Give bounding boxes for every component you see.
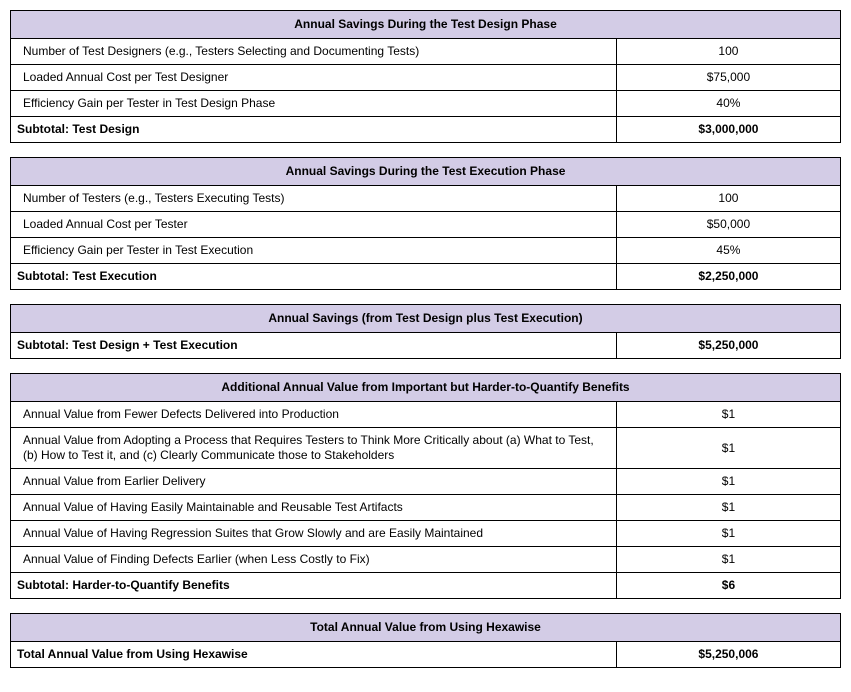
row-label: Number of Test Designers (e.g., Testers …: [11, 39, 617, 65]
table-row: Efficiency Gain per Tester in Test Desig…: [11, 91, 841, 117]
row-label: Efficiency Gain per Tester in Test Desig…: [11, 91, 617, 117]
table-row: Number of Testers (e.g., Testers Executi…: [11, 186, 841, 212]
table-row: Annual Value of Finding Defects Earlier …: [11, 547, 841, 573]
row-label: Annual Value of Finding Defects Earlier …: [11, 547, 617, 573]
subtotal-value: $5,250,000: [616, 333, 840, 359]
table-row: Annual Value of Having Regression Suites…: [11, 521, 841, 547]
subtotal-row: Subtotal: Test Design $3,000,000: [11, 117, 841, 143]
subtotal-value: $6: [616, 573, 840, 599]
table-row: Number of Test Designers (e.g., Testers …: [11, 39, 841, 65]
table-row: Annual Value from Earlier Delivery $1: [11, 469, 841, 495]
row-value: $1: [616, 547, 840, 573]
subtotal-row: Subtotal: Test Execution $2,250,000: [11, 264, 841, 290]
row-value: 45%: [616, 238, 840, 264]
row-value: 100: [616, 39, 840, 65]
row-value: $1: [616, 428, 840, 469]
row-label: Annual Value from Earlier Delivery: [11, 469, 617, 495]
table-test-execution: Annual Savings During the Test Execution…: [10, 157, 841, 290]
row-value: $1: [616, 469, 840, 495]
row-label: Loaded Annual Cost per Test Designer: [11, 65, 617, 91]
table-row: Annual Value from Adopting a Process tha…: [11, 428, 841, 469]
table-row: Annual Value of Having Easily Maintainab…: [11, 495, 841, 521]
table-harder-to-quantify: Additional Annual Value from Important b…: [10, 373, 841, 599]
subtotal-label: Subtotal: Harder-to-Quantify Benefits: [11, 573, 617, 599]
section-header: Annual Savings During the Test Design Ph…: [11, 11, 841, 39]
row-value: 100: [616, 186, 840, 212]
section-header: Additional Annual Value from Important b…: [11, 374, 841, 402]
table-total-value: Total Annual Value from Using Hexawise T…: [10, 613, 841, 668]
row-label: Number of Testers (e.g., Testers Executi…: [11, 186, 617, 212]
subtotal-label: Subtotal: Test Design: [11, 117, 617, 143]
row-value: $50,000: [616, 212, 840, 238]
subtotal-value: $5,250,006: [616, 642, 840, 668]
section-header: Annual Savings During the Test Execution…: [11, 158, 841, 186]
table-row: Efficiency Gain per Tester in Test Execu…: [11, 238, 841, 264]
row-label: Annual Value from Adopting a Process tha…: [11, 428, 617, 469]
subtotal-row: Subtotal: Harder-to-Quantify Benefits $6: [11, 573, 841, 599]
row-value: $1: [616, 402, 840, 428]
subtotal-label: Subtotal: Test Execution: [11, 264, 617, 290]
row-value: 40%: [616, 91, 840, 117]
row-value: $1: [616, 495, 840, 521]
row-value: $1: [616, 521, 840, 547]
row-label: Efficiency Gain per Tester in Test Execu…: [11, 238, 617, 264]
row-label: Annual Value from Fewer Defects Delivere…: [11, 402, 617, 428]
section-header: Total Annual Value from Using Hexawise: [11, 614, 841, 642]
row-label: Loaded Annual Cost per Tester: [11, 212, 617, 238]
subtotal-label: Subtotal: Test Design + Test Execution: [11, 333, 617, 359]
subtotal-row: Subtotal: Test Design + Test Execution $…: [11, 333, 841, 359]
row-label: Annual Value of Having Regression Suites…: [11, 521, 617, 547]
section-header: Annual Savings (from Test Design plus Te…: [11, 305, 841, 333]
row-value: $75,000: [616, 65, 840, 91]
table-combined-savings: Annual Savings (from Test Design plus Te…: [10, 304, 841, 359]
subtotal-label: Total Annual Value from Using Hexawise: [11, 642, 617, 668]
table-row: Annual Value from Fewer Defects Delivere…: [11, 402, 841, 428]
row-label: Annual Value of Having Easily Maintainab…: [11, 495, 617, 521]
table-row: Loaded Annual Cost per Tester $50,000: [11, 212, 841, 238]
subtotal-row: Total Annual Value from Using Hexawise $…: [11, 642, 841, 668]
table-row: Loaded Annual Cost per Test Designer $75…: [11, 65, 841, 91]
subtotal-value: $2,250,000: [616, 264, 840, 290]
table-test-design: Annual Savings During the Test Design Ph…: [10, 10, 841, 143]
subtotal-value: $3,000,000: [616, 117, 840, 143]
